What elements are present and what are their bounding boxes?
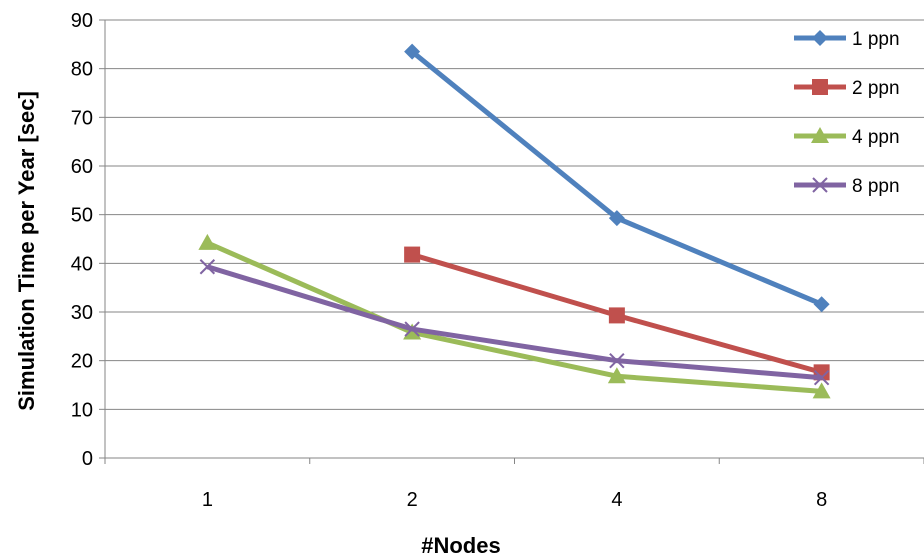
y-tick-label: 90 bbox=[71, 10, 93, 32]
data-point bbox=[609, 352, 625, 369]
legend: 1 ppn 2 ppn 4 ppn 8 ppn bbox=[794, 29, 900, 197]
axes bbox=[99, 19, 924, 464]
x-axis-title: #Nodes bbox=[421, 533, 500, 557]
y-tick-label: 50 bbox=[71, 205, 93, 227]
y-tick-label: 60 bbox=[71, 156, 93, 178]
series-line bbox=[206, 264, 822, 381]
data-point bbox=[404, 321, 420, 337]
legend-entry: 4 ppn bbox=[794, 127, 900, 148]
legend-label: 2 ppn bbox=[852, 78, 900, 99]
legend-swatch-marker bbox=[812, 79, 828, 95]
series-x bbox=[199, 259, 830, 386]
gridlines bbox=[105, 19, 924, 410]
series-diamond bbox=[404, 43, 830, 313]
data-point bbox=[813, 369, 830, 386]
data-point bbox=[608, 210, 625, 227]
y-tick-label: 40 bbox=[71, 253, 93, 275]
data-point bbox=[199, 259, 216, 275]
data-point bbox=[404, 246, 421, 263]
data-point bbox=[198, 233, 217, 250]
y-tick-label: 0 bbox=[82, 448, 93, 470]
x-tick-label: 1 bbox=[202, 489, 213, 511]
series-triangle bbox=[198, 233, 831, 399]
data-point bbox=[404, 43, 421, 60]
data-point bbox=[812, 382, 831, 399]
y-tick-label: 30 bbox=[71, 302, 93, 324]
series-line bbox=[206, 240, 822, 394]
legend-label: 1 ppn bbox=[852, 29, 900, 50]
legend-swatch-marker bbox=[812, 30, 828, 46]
series-group bbox=[198, 43, 831, 399]
data-point bbox=[607, 367, 626, 384]
legend-entry: 8 ppn bbox=[794, 176, 900, 197]
y-tick-labels: 0 10 20 30 40 50 60 70 80 90 bbox=[71, 10, 93, 470]
legend-entry: 1 ppn bbox=[794, 29, 900, 50]
series-line bbox=[410, 49, 823, 307]
data-point bbox=[608, 307, 625, 324]
y-tick-label: 20 bbox=[71, 351, 93, 373]
legend-swatch-marker bbox=[812, 177, 828, 193]
y-tick-label: 10 bbox=[71, 399, 93, 421]
y-axis-title: Simulation Time per Year [sec] bbox=[14, 91, 39, 411]
x-tick-label: 4 bbox=[611, 489, 622, 511]
data-point bbox=[813, 296, 830, 313]
x-tick-label: 2 bbox=[407, 489, 418, 511]
y-tick-label: 70 bbox=[71, 107, 93, 129]
legend-entry: 2 ppn bbox=[794, 78, 900, 99]
x-tick-label: 8 bbox=[816, 489, 827, 511]
legend-swatch-marker bbox=[811, 127, 829, 143]
legend-label: 8 ppn bbox=[852, 176, 900, 197]
x-tick-labels: 1 2 4 8 bbox=[202, 489, 827, 511]
y-tick-label: 80 bbox=[71, 59, 93, 81]
legend-label: 4 ppn bbox=[852, 127, 900, 148]
